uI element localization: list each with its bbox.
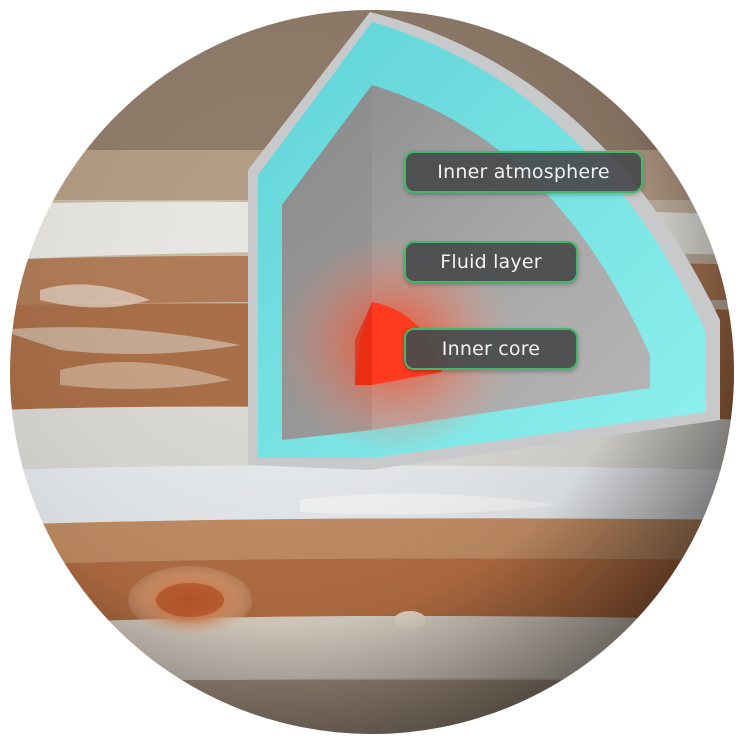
inner-atmosphere-label: Inner atmosphere: [404, 151, 643, 193]
inner-core-label: Inner core: [404, 328, 578, 370]
fluid-layer-label: Fluid layer: [404, 241, 578, 283]
